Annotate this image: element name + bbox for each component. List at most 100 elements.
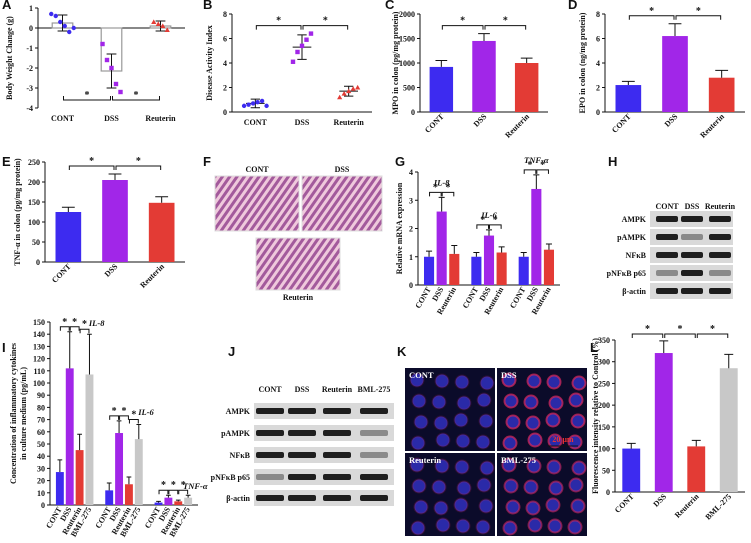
error-bar [136, 423, 142, 440]
cell-nucleus [570, 413, 586, 429]
panel-label: I [2, 340, 6, 355]
bar [429, 66, 454, 112]
cell-nucleus [571, 375, 587, 391]
y-tick-label: 150 [33, 318, 45, 327]
bar [543, 249, 555, 285]
bar [496, 252, 507, 285]
y-tick-label: 0 [606, 488, 610, 497]
blot-band [360, 495, 388, 501]
x-tick-label: Reuterin [503, 112, 531, 140]
bar [134, 439, 143, 505]
data-point [164, 27, 170, 32]
x-tick-label: Reuterin [138, 262, 166, 290]
blot-column-label: BML-275 [358, 385, 391, 394]
cell-nucleus [501, 372, 517, 388]
significance-label: * [181, 480, 186, 491]
bar [449, 253, 460, 285]
panel-label: K [397, 344, 407, 359]
cell-nucleus [409, 372, 425, 388]
error-bar [691, 439, 701, 447]
bar [531, 188, 542, 285]
y-axis-label: Disease Activity Index [205, 25, 214, 101]
blot-band [256, 474, 284, 480]
y-tick-label: 60 [37, 428, 45, 437]
blot-band [360, 452, 388, 458]
error-bar [520, 57, 533, 63]
error-bar [438, 196, 445, 212]
cell-nucleus [567, 434, 583, 450]
cell-nucleus [546, 459, 562, 475]
y-tick-label: 2000 [399, 10, 415, 19]
y-tick-label: 4 [409, 168, 413, 177]
significance-label: * [134, 90, 139, 101]
x-tick-label: DSS [472, 112, 489, 129]
image-label: CONT [409, 370, 434, 380]
error-bar [166, 494, 171, 498]
significance-bracket [115, 165, 162, 170]
data-point [299, 43, 305, 49]
x-tick-label: Reuterin [673, 492, 701, 520]
data-point [241, 103, 247, 109]
significance-label: * [480, 215, 485, 226]
data-point [104, 57, 110, 63]
y-tick-label: 40 [37, 452, 45, 461]
cell-nucleus [502, 520, 518, 536]
y-tick-label: 0 [411, 108, 415, 117]
blot-band [656, 252, 678, 258]
y-tick-label: 3 [409, 196, 413, 205]
image-label: BML-275 [501, 455, 536, 465]
error-bar [297, 34, 307, 60]
y-tick-label: 0 [409, 281, 413, 290]
cell-nucleus [455, 518, 471, 534]
cell-nucleus [505, 499, 521, 515]
data-point [151, 19, 157, 24]
significance-label: * [82, 319, 87, 330]
y-tick-label: 0 [223, 108, 227, 117]
x-tick-label: Reuterin [334, 118, 365, 127]
y-tick-label: 130 [33, 342, 45, 351]
blot-row-label: β-actin [226, 494, 250, 503]
error-bar [668, 23, 682, 37]
y-axis-label: Fluorescence intensity relative to Contr… [591, 338, 600, 494]
y-tick-label: -4 [26, 104, 33, 113]
data-point [53, 13, 58, 19]
y-tick-label: 50 [37, 440, 45, 449]
significance-bracket [63, 96, 111, 101]
panel-label: F [203, 154, 211, 169]
blot-band [288, 474, 316, 480]
image-label: CONT [245, 165, 269, 174]
y-tick-label: 110 [33, 367, 45, 376]
cell-nucleus [526, 373, 542, 389]
histology-image [301, 175, 383, 232]
cell-nucleus [526, 458, 542, 474]
cell-nucleus [501, 457, 517, 473]
error-bar [451, 244, 458, 254]
blot-band [656, 288, 678, 294]
significance-bracket [441, 25, 484, 30]
blot-band [323, 452, 351, 458]
significance-bracket [429, 191, 442, 197]
significance-bracket [489, 224, 502, 229]
y-axis-label: MPO in colon (pg/mg protein) [391, 11, 400, 114]
bar [148, 202, 175, 262]
panel-label: G [395, 154, 405, 169]
bar [102, 180, 128, 262]
cell-nucleus [523, 479, 539, 495]
bar [514, 63, 539, 112]
significance-bracket [158, 489, 169, 495]
cell-nucleus [433, 500, 449, 516]
data-point [304, 37, 309, 42]
blot-band [681, 288, 703, 294]
cell-nucleus [453, 412, 469, 428]
error-bar [126, 476, 132, 485]
blot-band [709, 234, 731, 240]
bar [423, 256, 435, 285]
x-tick-label: DSS [104, 114, 119, 123]
y-tick-label: -1 [26, 44, 33, 53]
cell-nucleus [433, 415, 449, 431]
x-tick-label: CONT [244, 118, 268, 127]
significance-bracket [484, 25, 527, 30]
cell-nucleus [454, 459, 470, 475]
blot-band [709, 252, 731, 258]
image-label: DSS [335, 165, 350, 174]
